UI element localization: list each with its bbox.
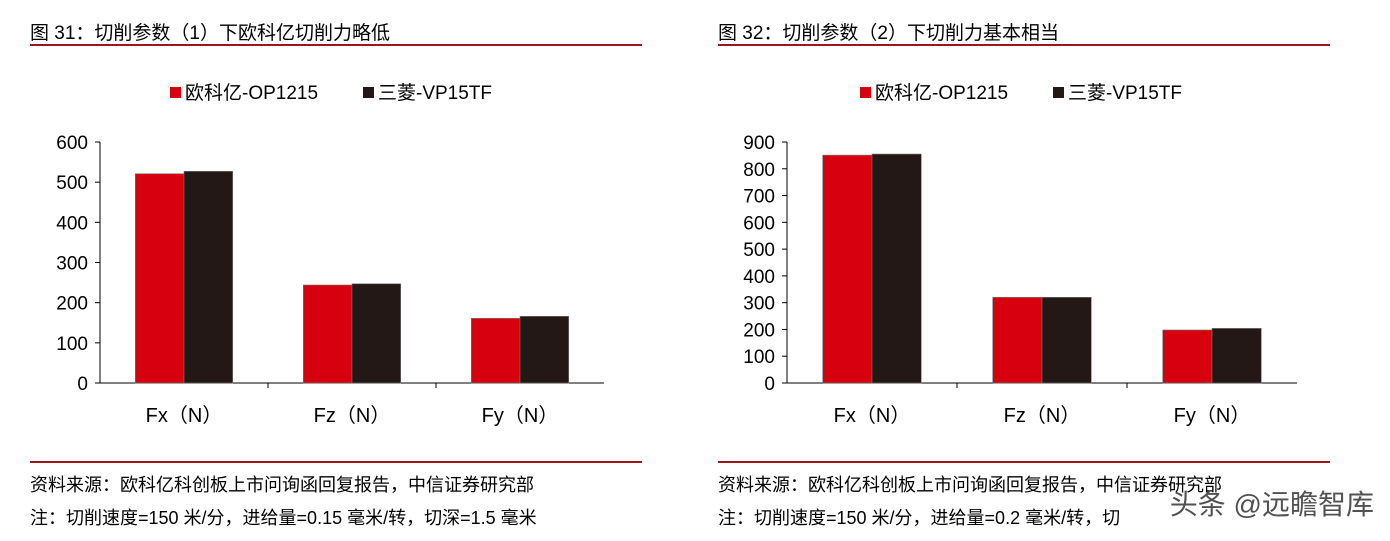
- legend-swatch: [170, 87, 181, 98]
- chart-title: 图 32：切削参数（2）下切削力基本相当: [718, 23, 1059, 44]
- footer-rule: [718, 461, 1330, 463]
- chart-panel-1: 图 31：切削参数（1）下欧科亿切削力略低 欧科亿-OP1215 三菱-VP15T…: [30, 0, 642, 541]
- y-tick-label: 900: [743, 133, 775, 154]
- footer-rule: [30, 461, 642, 463]
- bar-chart: 欧科亿-OP1215 三菱-VP15TF 0 100 200 300 400 500 600 70…: [743, 82, 1297, 427]
- y-tick-label: 100: [56, 334, 88, 355]
- legend-swatch: [1053, 87, 1064, 98]
- watermark: 头条 @远瞻智库: [1169, 489, 1374, 520]
- legend-label: 三菱-VP15TF: [1068, 82, 1182, 104]
- y-tick-label: 600: [56, 133, 88, 154]
- y-tick-label: 800: [743, 160, 775, 181]
- y-tick-label: 200: [743, 320, 775, 341]
- y-tick-label: 100: [743, 347, 775, 368]
- source-text: 资料来源：欧科亿科创板上市问询函回复报告，中信证券研究部: [30, 475, 534, 495]
- y-tick-label: 300: [743, 294, 775, 315]
- note-text: 注：切削速度=150 米/分，进给量=0.15 毫米/转，切深=1.5 毫米: [30, 508, 537, 528]
- note-text: 注：切削速度=150 米/分，进给量=0.2 毫米/转，切: [718, 508, 1121, 528]
- y-tick-label: 600: [743, 213, 775, 234]
- x-tick-label: Fy（N）: [1174, 404, 1251, 427]
- source-text: 资料来源：欧科亿科创板上市问询函回复报告，中信证券研究部: [718, 475, 1222, 495]
- y-tick-label: 500: [743, 240, 775, 261]
- title-rule: [718, 44, 1330, 46]
- x-tick-label: Fz（N）: [314, 404, 391, 427]
- legend-label: 三菱-VP15TF: [378, 82, 492, 104]
- bar-mitsubishi: [1211, 328, 1262, 384]
- y-tick-label: 400: [743, 267, 775, 288]
- bar-okey: [134, 173, 185, 384]
- y-tick-label: 0: [77, 374, 88, 395]
- bar-okey: [470, 318, 521, 384]
- legend-label: 欧科亿-OP1215: [875, 82, 1008, 104]
- bar-okey: [302, 284, 353, 384]
- bar-mitsubishi: [183, 171, 234, 384]
- y-tick-label: 200: [56, 294, 88, 315]
- y-tick-label: 400: [56, 213, 88, 234]
- bar-chart: 欧科亿-OP1215 三菱-VP15TF 0 100 200 300 400 500 600 Fx…: [56, 82, 604, 427]
- legend-label: 欧科亿-OP1215: [185, 82, 318, 104]
- y-tick-label: 0: [764, 374, 775, 395]
- title-rule: [30, 44, 642, 46]
- bar-okey: [992, 297, 1043, 384]
- y-tick-label: 500: [56, 173, 88, 194]
- chart-panel-2: 图 32：切削参数（2）下切削力基本相当 欧科亿-OP1215 三菱-VP15TF…: [718, 0, 1330, 541]
- bar-mitsubishi: [1041, 297, 1092, 384]
- x-tick-label: Fx（N）: [146, 404, 223, 427]
- bar-mitsubishi: [519, 316, 570, 384]
- bar-mitsubishi: [871, 153, 922, 384]
- x-tick-label: Fy（N）: [482, 404, 559, 427]
- bar-okey: [822, 154, 873, 384]
- y-tick-label: 300: [56, 254, 88, 275]
- bar-okey: [1162, 329, 1213, 384]
- bar-mitsubishi: [351, 283, 402, 384]
- legend-swatch: [860, 87, 871, 98]
- legend-swatch: [363, 87, 374, 98]
- x-tick-label: Fx（N）: [834, 404, 911, 427]
- chart-title: 图 31：切削参数（1）下欧科亿切削力略低: [30, 23, 390, 44]
- x-tick-label: Fz（N）: [1004, 404, 1081, 427]
- y-tick-label: 700: [743, 187, 775, 208]
